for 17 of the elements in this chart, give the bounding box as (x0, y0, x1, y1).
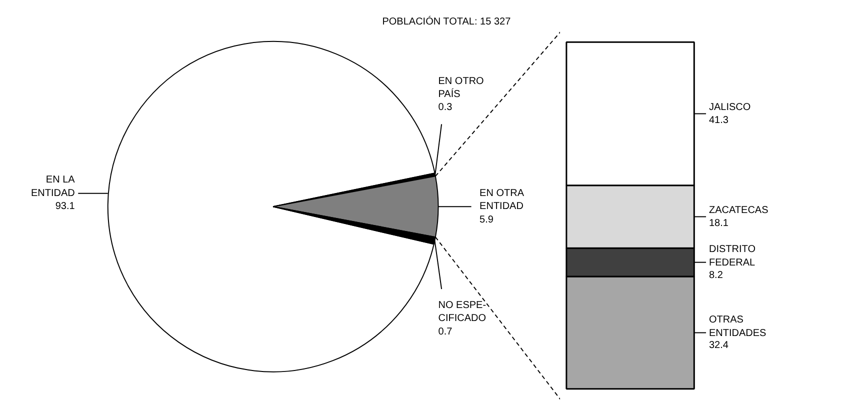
data-label: 32.4 (709, 340, 729, 352)
slice-label: EN LA ENTIDAD (30, 174, 76, 199)
data-label: 41.3 (709, 115, 729, 126)
chart-title: POBLACIÓN TOTAL: 15 327 (382, 15, 512, 28)
slice-label: NO ESPE- CIFICADO (438, 300, 486, 324)
series-label: DISTRITO FEDERAL (709, 244, 756, 268)
series-label: OTRAS ENTIDADES (709, 314, 767, 339)
data-label: 93.1 (55, 201, 76, 212)
series-label: JALISCO (709, 102, 751, 114)
slice-label: EN OTRA ENTIDAD (480, 188, 524, 212)
data-label: 8.2 (709, 270, 724, 281)
data-label: 0.7 (438, 326, 453, 338)
slice-label: EN OTRO PAÍS (438, 76, 484, 100)
data-label: 0.3 (438, 102, 453, 114)
data-label: 5.9 (480, 214, 494, 226)
data-label: 18.1 (709, 218, 729, 230)
series-label: ZACATECAS (709, 205, 769, 216)
